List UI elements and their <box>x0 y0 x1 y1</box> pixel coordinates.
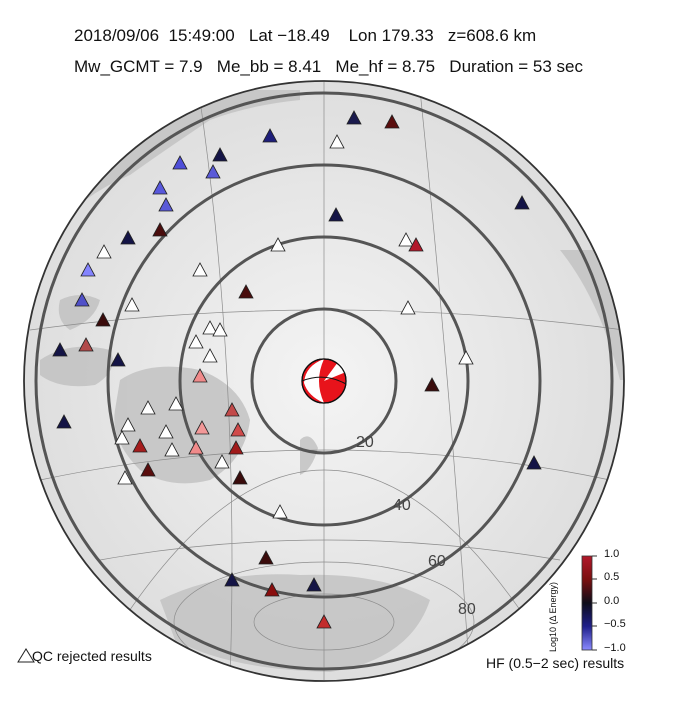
qc-rejected-station-icon <box>120 417 136 432</box>
ring-labels: 20 40 60 80 <box>356 434 476 618</box>
station-triangle-icon <box>262 128 278 143</box>
station-triangle-icon <box>172 155 188 170</box>
qc-rejected-station-icon <box>188 334 204 349</box>
station-triangle-icon <box>56 414 72 429</box>
qc-rejected-station-icon <box>398 232 414 247</box>
station-triangle-icon <box>95 312 111 327</box>
station-triangle-icon <box>514 195 530 210</box>
ring-label-60: 60 <box>428 553 446 570</box>
colorbar-title: Log10 (Δ Energy) <box>548 581 558 652</box>
colorbar-tick: −0.5 <box>604 618 626 630</box>
station-triangle-icon <box>408 237 424 252</box>
ring-20 <box>250 307 398 455</box>
distance-rings <box>34 91 614 671</box>
qc-rejected-station-icon <box>400 300 416 315</box>
header-event-line: 2018/09/06 15:49:00 Lat −18.49 Lon 179.3… <box>74 26 537 45</box>
ring-label-80: 80 <box>458 601 476 618</box>
station-triangle-icon <box>230 422 246 437</box>
station-triangle-icon <box>152 222 168 237</box>
qc-rejected-station-icon <box>158 424 174 439</box>
beachball-icon <box>301 358 347 404</box>
qc-rejected-station-icon <box>202 348 218 363</box>
station-triangle-icon <box>194 420 210 435</box>
station-triangle-icon <box>238 284 254 299</box>
station-markers <box>52 110 542 629</box>
qc-rejected-station-icon <box>192 262 208 277</box>
station-triangle-icon <box>192 368 208 383</box>
ring-label-40: 40 <box>393 497 411 514</box>
station-triangle-icon <box>316 614 332 629</box>
station-triangle-icon <box>205 164 221 179</box>
ring-40 <box>178 235 470 527</box>
qc-rejected-station-icon <box>202 320 218 335</box>
station-triangle-icon <box>328 207 344 222</box>
station-triangle-icon <box>140 462 156 477</box>
colorbar <box>581 555 597 651</box>
station-triangle-icon <box>526 455 542 470</box>
qc-legend-label: QC rejected results <box>32 648 152 664</box>
qc-rejected-station-icon <box>114 430 130 445</box>
qc-rejected-station-icon <box>214 454 230 469</box>
colorbar-tick: 0.0 <box>604 595 620 607</box>
hf-legend-label: HF (0.5−2 sec) results <box>486 655 625 671</box>
station-triangle-icon <box>120 230 136 245</box>
station-triangle-icon <box>78 337 94 352</box>
qc-rejected-station-icon <box>168 396 184 411</box>
colorbar-tick: 1.0 <box>604 548 620 560</box>
station-triangle-icon <box>80 262 96 277</box>
station-triangle-icon <box>188 440 204 455</box>
station-triangle-icon <box>384 114 400 129</box>
colorbar-tick: 0.5 <box>604 571 620 583</box>
station-triangle-icon <box>228 440 244 455</box>
station-triangle-icon <box>224 402 240 417</box>
qc-rejected-station-icon <box>140 400 156 415</box>
station-triangle-icon <box>346 110 362 125</box>
qc-rejected-triangle-icon <box>17 648 35 663</box>
ring-60 <box>106 163 542 599</box>
colorbar-tick: −1.0 <box>604 642 626 654</box>
station-triangle-icon <box>232 470 248 485</box>
station-triangle-icon <box>258 550 274 565</box>
qc-rejected-station-icon <box>458 350 474 365</box>
station-triangle-icon <box>264 582 280 597</box>
station-triangle-icon <box>52 342 68 357</box>
qc-rejected-station-icon <box>164 442 180 457</box>
qc-rejected-station-icon <box>124 297 140 312</box>
station-triangle-icon <box>74 292 90 307</box>
ring-label-20: 20 <box>356 434 374 451</box>
station-triangle-icon <box>424 377 440 392</box>
qc-rejected-station-icon <box>212 322 228 337</box>
station-triangle-icon <box>152 180 168 195</box>
station-triangle-icon <box>224 572 240 587</box>
header-magnitude-line: Mw_GCMT = 7.9 Me_bb = 8.41 Me_hf = 8.75 … <box>74 57 584 76</box>
qc-rejected-station-icon <box>117 470 133 485</box>
qc-rejected-station-icon <box>329 134 345 149</box>
qc-rejected-station-icon <box>96 244 112 259</box>
qc-rejected-station-icon <box>270 237 286 252</box>
ring-80 <box>34 91 614 671</box>
qc-rejected-station-icon <box>272 504 288 519</box>
station-triangle-icon <box>158 197 174 212</box>
station-triangle-icon <box>110 352 126 367</box>
station-triangle-icon <box>306 577 322 592</box>
station-triangle-icon <box>212 147 228 162</box>
station-triangle-icon <box>132 438 148 453</box>
